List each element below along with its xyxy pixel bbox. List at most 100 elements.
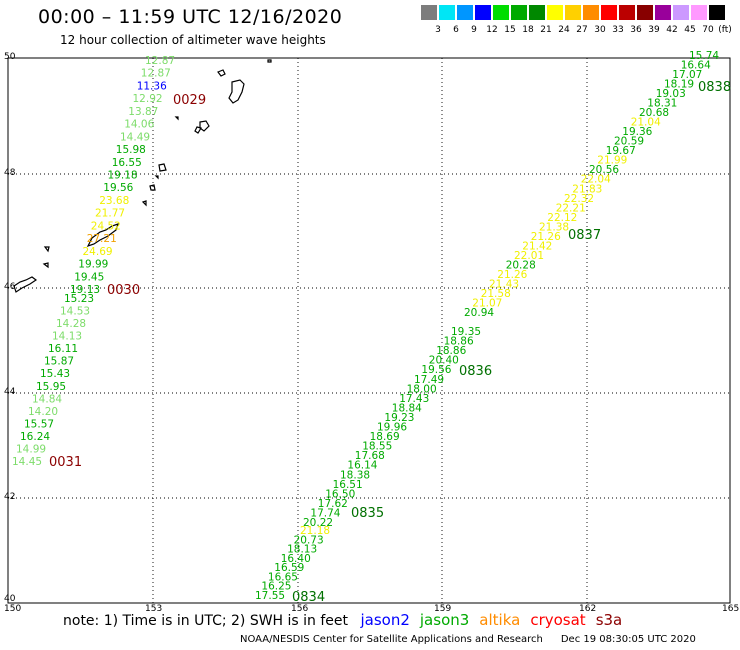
legend-swatch-39 (637, 5, 653, 20)
legend-swatch-3 (421, 5, 437, 20)
generated-timestamp: Dec 19 08:30:05 UTC 2020 (560, 634, 696, 645)
map-subtitle: 12 hour collection of altimeter wave hei… (60, 33, 326, 47)
footer-credit: NOAA/NESDIS Center for Satellite Applica… (240, 634, 696, 645)
legend-label-18: 18 (522, 25, 534, 35)
island-small-10 (154, 175, 159, 180)
legend-swatch-27 (565, 5, 581, 20)
lat-label: 40 (4, 594, 16, 604)
legend-swatch-18 (511, 5, 527, 20)
pass-0029-value: 24.52 (91, 220, 121, 232)
note-text: note: 1) Time is in UTC; 2) SWH is in fe… (63, 613, 349, 629)
legend-swatch-6 (439, 5, 455, 20)
pass-time-0835: 0835 (351, 506, 384, 521)
pass-0834-value: 16.40 (281, 553, 311, 565)
pass-0030-value: 14.45 (12, 456, 42, 468)
pass-0030-value: 15.23 (64, 293, 94, 305)
legend-label-45: 45 (684, 25, 696, 35)
pass-0029-value: 23.68 (99, 195, 129, 207)
pass-time-0834: 0834 (292, 590, 325, 605)
pass-0030-value: 14.20 (28, 406, 58, 418)
lon-label: 156 (291, 604, 308, 614)
pass-0835-value: 16.50 (325, 488, 355, 500)
pass-0834-value: 20.73 (294, 534, 324, 546)
legend-swatch-15 (493, 5, 509, 20)
pass-0030-value: 16.11 (48, 343, 78, 355)
lat-label: 42 (4, 492, 15, 502)
pass-time-0029: 0029 (173, 93, 206, 108)
pass-0835-value: 17.68 (355, 450, 385, 462)
island-small-8 (42, 262, 49, 269)
legend-swatch-max (709, 5, 725, 20)
pass-0836-value: 21.99 (597, 155, 627, 167)
satellite-legend: jason2 jason3 altika cryosat s3a (360, 611, 632, 629)
pass-time-0837: 0837 (568, 228, 601, 243)
pass-0029-value: 12.87 (141, 68, 171, 80)
pass-0835-value: 16.51 (333, 479, 363, 491)
altimeter-tracks: 12.8712.8711.3612.9213.8714.0614.4915.98… (12, 50, 731, 605)
lon-label: 159 (434, 604, 451, 614)
legend-label-3: 3 (435, 25, 441, 35)
island-small-11 (267, 59, 272, 63)
legend-swatch-70 (691, 5, 707, 20)
map-frame (7, 57, 731, 604)
island-large (228, 79, 245, 104)
pass-0836-value: 21.43 (489, 278, 519, 290)
pass-0836-value: 15.74 (689, 50, 719, 62)
island-small-1 (217, 69, 226, 77)
pass-0835-value: 18.84 (392, 402, 422, 414)
pass-0835-value: 18.38 (340, 469, 370, 481)
island-small-7 (43, 246, 50, 253)
pass-0836-value: 19.03 (656, 88, 686, 100)
legend-label-39: 39 (648, 25, 660, 35)
pass-0836-value: 17.07 (672, 69, 702, 81)
island-kuril (86, 223, 119, 248)
island-small-3 (194, 126, 202, 134)
pass-0836-value: 20.56 (589, 164, 619, 176)
pass-0029-value: 13.87 (128, 106, 158, 118)
pass-0836-value: 21.26 (531, 231, 561, 243)
legend-swatch-36 (619, 5, 635, 20)
legend-swatch-33 (601, 5, 617, 20)
pass-0836-value: 20.94 (464, 307, 494, 319)
pass-0030-value: 14.99 (16, 444, 46, 456)
coastline (13, 59, 272, 293)
lon-label: 150 (4, 604, 21, 614)
pass-0029-value: 15.98 (116, 144, 146, 156)
legend-label-15: 15 (504, 25, 516, 35)
legend-unit: (ft) (718, 25, 732, 35)
legend-label-36: 36 (630, 25, 642, 35)
legend-label-42: 42 (666, 25, 678, 35)
pass-0836-value: 19.36 (622, 126, 652, 138)
pass-0029-value: 14.06 (124, 119, 154, 131)
pass-0836-value: 21.38 (539, 221, 569, 233)
pass-0836-value: 20.68 (639, 107, 669, 119)
pass-0836-value: 22.21 (556, 202, 586, 214)
pass-0835-value: 18.86 (436, 345, 466, 357)
legend-swatch-24 (547, 5, 563, 20)
island-west (13, 276, 38, 293)
lat-label: 48 (4, 168, 16, 178)
pass-0835-value: 18.00 (407, 383, 437, 395)
satellite-jason2: jason2 (360, 611, 410, 629)
legend-label-33: 33 (612, 25, 624, 35)
satellite-cryosat: cryosat (530, 611, 586, 629)
pass-0835-value: 18.55 (362, 441, 392, 453)
pass-0029-value: 19.18 (108, 170, 138, 182)
pass-time-0838: 0838 (698, 80, 731, 95)
pass-0835-value: 17.49 (414, 374, 444, 386)
legend-swatch-21 (529, 5, 545, 20)
satellite-jason3: jason3 (419, 611, 470, 629)
island-small-6 (141, 200, 147, 207)
lat-label: 46 (4, 282, 16, 292)
pass-0029-value: 12.87 (145, 55, 175, 67)
pass-0029-value: 27.21 (87, 233, 117, 245)
island-small-4 (158, 163, 167, 172)
pass-0836-value: 22.32 (564, 193, 594, 205)
legend-swatch-12 (475, 5, 491, 20)
pass-0834-value: 16.65 (268, 571, 298, 583)
pass-0834-value: 21.18 (300, 525, 330, 537)
legend-label-27: 27 (576, 25, 588, 35)
pass-0835-value: 17.62 (318, 498, 348, 510)
lat-label: 50 (4, 52, 16, 62)
